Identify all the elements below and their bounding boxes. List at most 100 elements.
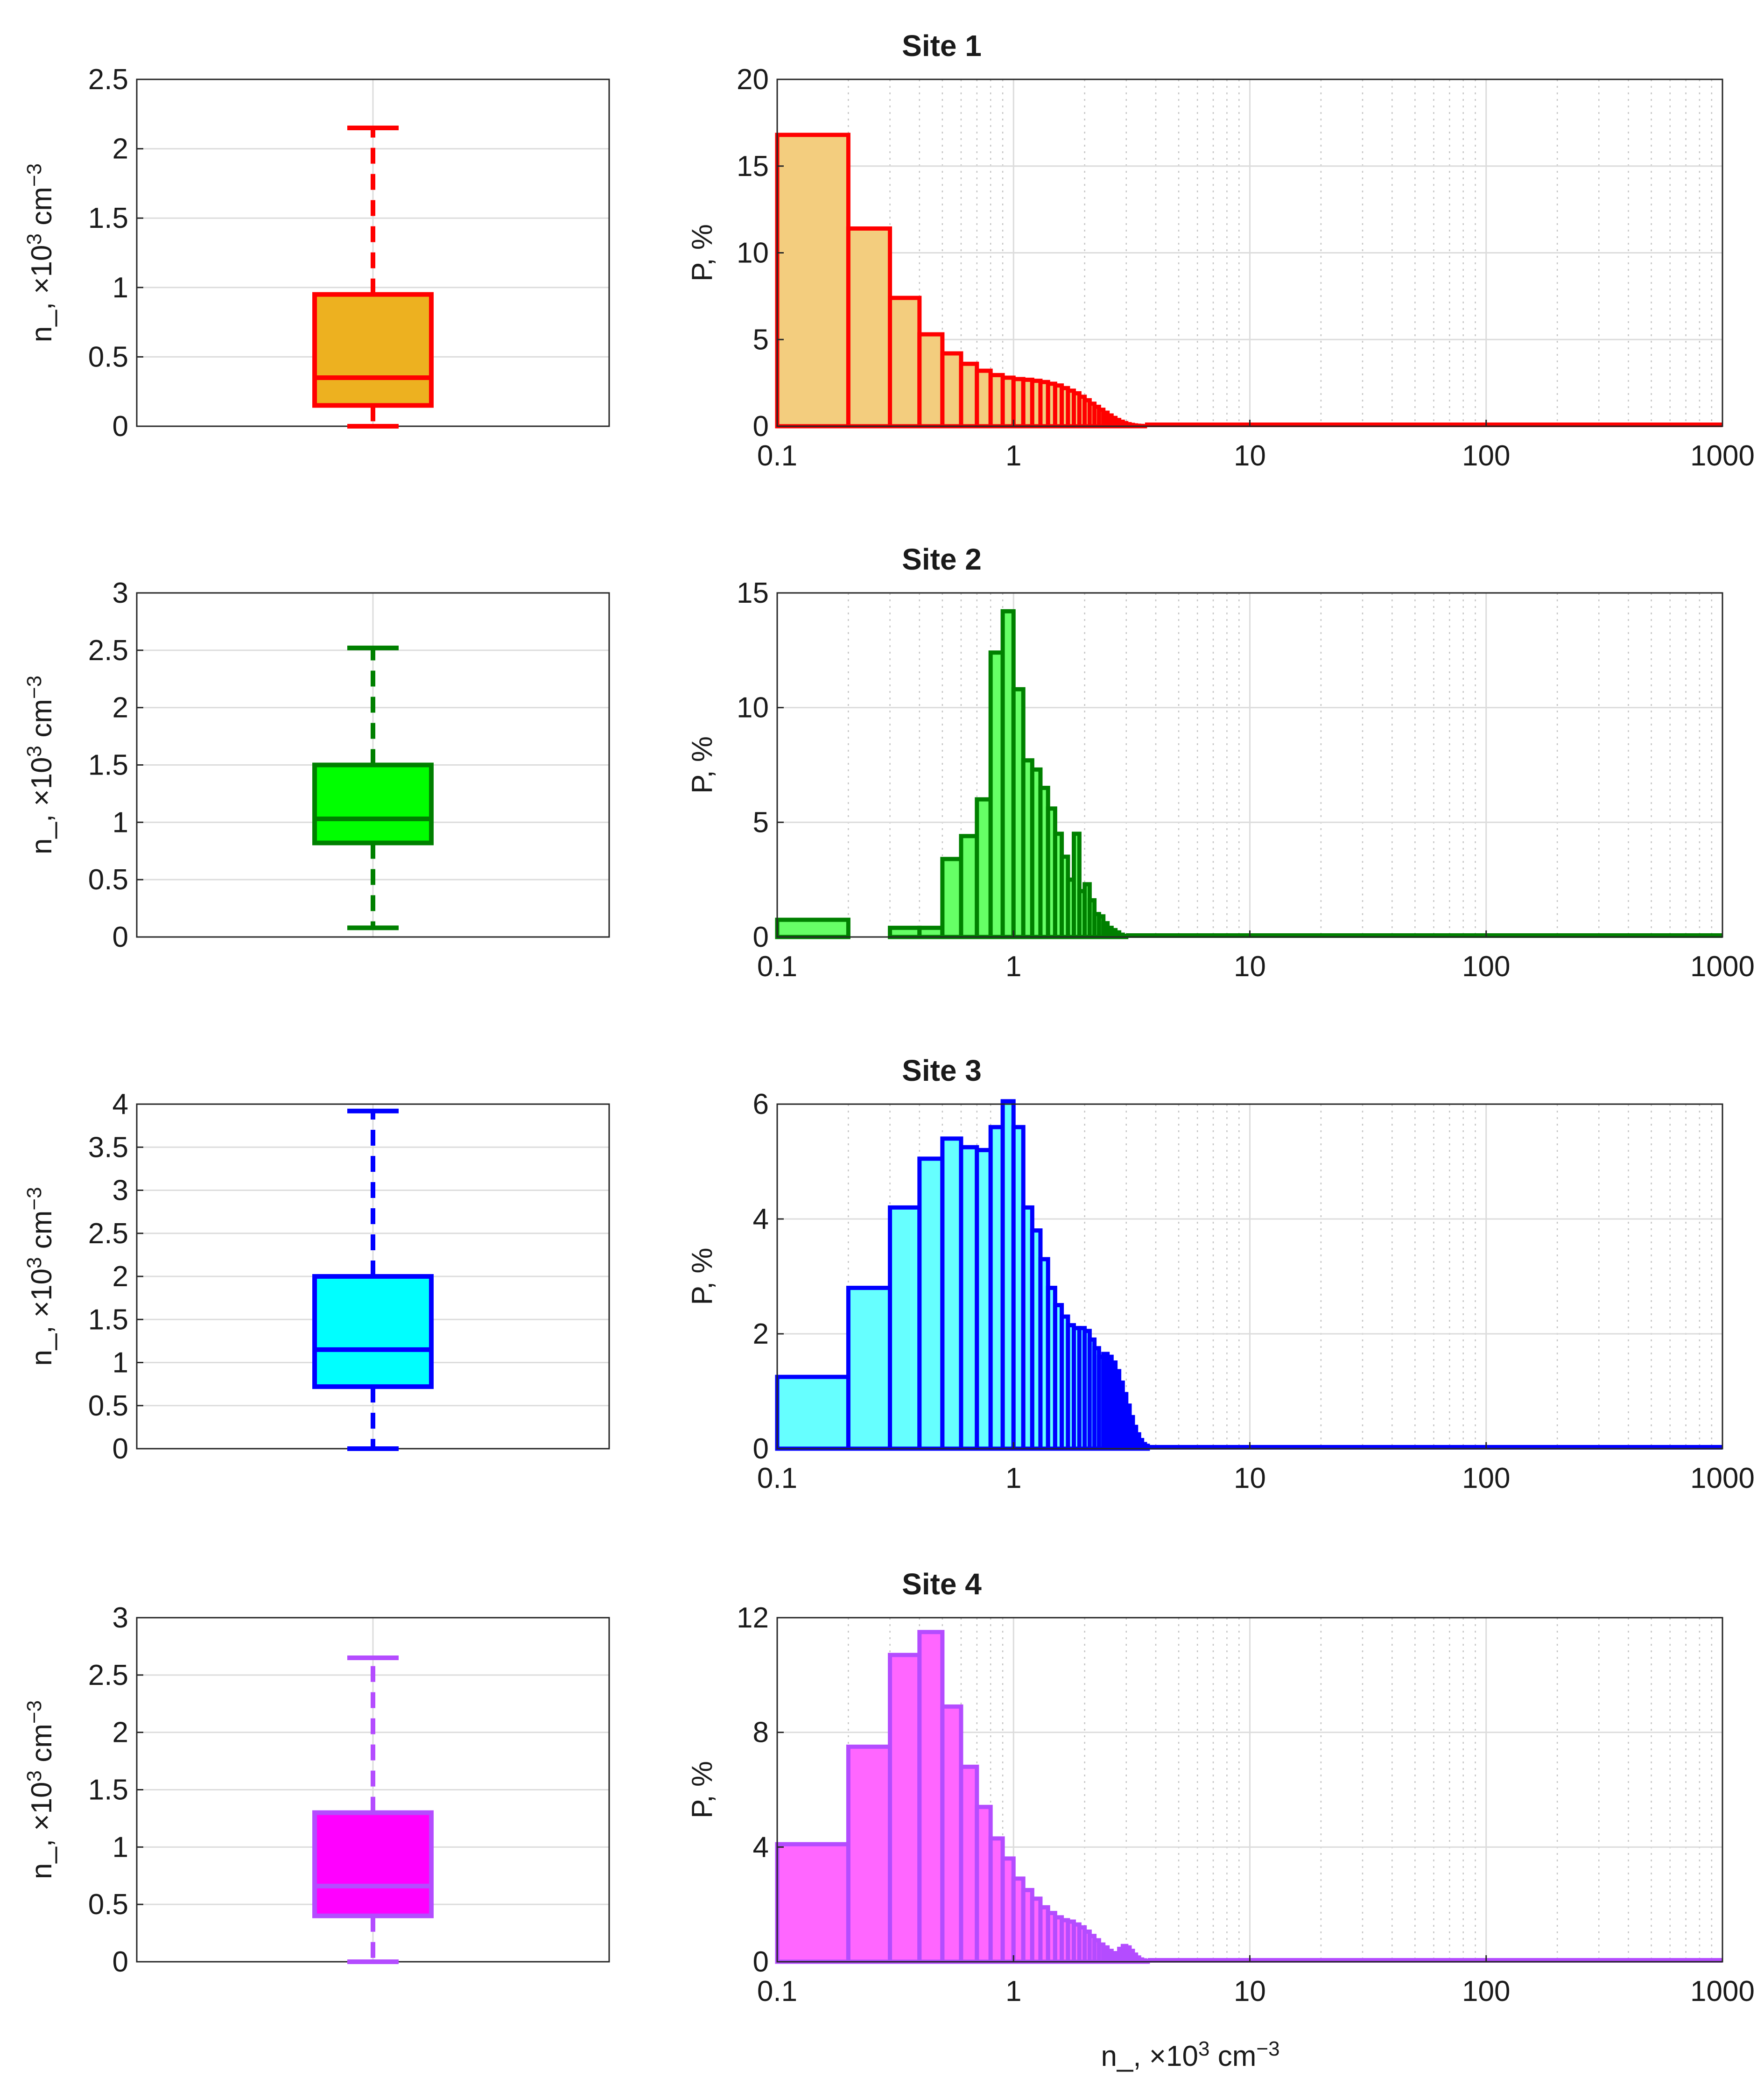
histogram-xtick-label: 1 — [1005, 440, 1021, 472]
boxplot-ytick-label: 1 — [112, 1831, 128, 1863]
histogram-ylabel: P, % — [686, 224, 718, 282]
x-axis-label-exp: 3 — [1198, 2037, 1209, 2060]
boxplot-ytick-label: 0.5 — [88, 1888, 128, 1921]
panel-title: Site 1 — [902, 29, 982, 63]
boxplot-ylabel-part: cm — [26, 699, 58, 746]
histogram-bar — [917, 332, 945, 429]
histogram-ytick-label: 12 — [737, 1602, 769, 1634]
boxplot-panel: 0 0.5 1 1.5 2 2.5 n_, ×103 cm−3 — [23, 63, 610, 443]
boxplot-iqr-box — [312, 292, 434, 408]
histogram-ylabel: P, % — [686, 736, 718, 794]
boxplot-ylabel-part: 3 — [23, 746, 46, 757]
boxplot-ylabel-part: cm — [26, 1211, 58, 1257]
histogram-xtick-label: 1000 — [1690, 1975, 1755, 2008]
boxplot-panel: 00.511.522.53n_, ×103 cm−3 — [23, 1602, 610, 1978]
histogram-bar — [775, 1374, 850, 1451]
boxplot-iqr-box — [312, 1274, 434, 1389]
histogram-bar — [846, 226, 893, 429]
histogram-bar — [888, 296, 922, 429]
histogram-ytick-label: 4 — [753, 1203, 769, 1235]
boxplot-ylabel: n_, ×103 cm−3 — [23, 163, 58, 342]
histogram-ytick-label: 5 — [753, 806, 769, 838]
histogram-bar — [940, 1136, 963, 1451]
panel-title: Site 2 — [902, 542, 982, 576]
x-axis-label-base: n_, ×10 — [1101, 2040, 1198, 2072]
histogram-xtick-label: 100 — [1462, 1462, 1510, 1494]
boxplot-ylabel-part: n_, ×10 — [26, 245, 58, 342]
histogram-xtick-label: 100 — [1462, 951, 1510, 983]
boxplot-ylabel-part: −3 — [23, 163, 46, 187]
boxplot-ylabel-part: cm — [26, 1724, 58, 1770]
boxplot-ytick-label: 2.5 — [88, 63, 128, 96]
histogram-bar — [959, 834, 979, 939]
panel-title: Site 4 — [902, 1567, 982, 1601]
histogram-bar — [775, 1842, 850, 1964]
boxplot-ytick-label: 1 — [112, 806, 128, 838]
histogram-xtick-label: 1 — [1005, 1462, 1021, 1494]
boxplot-ylabel-part: n_, ×10 — [26, 1782, 58, 1879]
histogram-ytick-label: 2 — [753, 1318, 769, 1350]
histogram-bar — [846, 1286, 893, 1451]
histogram-xtick-label: 100 — [1462, 440, 1510, 472]
histogram-ylabel: P, % — [686, 1761, 718, 1818]
x-axis-label-unit-exp: −3 — [1256, 2037, 1279, 2060]
histogram-xtick-label: 0.1 — [757, 951, 797, 983]
histogram-bar — [888, 1205, 922, 1451]
histogram-xtick-label: 10 — [1234, 951, 1266, 983]
boxplot-panel: 00.511.522.533.54n_, ×103 cm−3 — [23, 1088, 610, 1465]
boxplot-ytick-label: 1.5 — [88, 749, 128, 782]
boxplot-ytick-label: 0.5 — [88, 864, 128, 896]
boxplot-ylabel-part: n_, ×10 — [26, 757, 58, 854]
histogram-ytick-label: 10 — [737, 692, 769, 724]
boxplot-ytick-label: 0 — [112, 1946, 128, 1978]
histogram-bar — [917, 925, 945, 939]
histogram-xtick-label: 1 — [1005, 1975, 1021, 2008]
boxplot-ylabel: n_, ×103 cm−3 — [23, 1700, 58, 1879]
boxplot-ytick-label: 3 — [112, 1175, 128, 1207]
histogram-bar — [846, 1744, 893, 1964]
histogram-ytick-label: 10 — [737, 237, 769, 269]
boxplot-ytick-label: 2.5 — [88, 1659, 128, 1691]
boxplot-ytick-label: 3.5 — [88, 1131, 128, 1163]
boxplot-ytick-label: 1.5 — [88, 1303, 128, 1336]
histogram-panel: 0 5 10 15 0.1 1 10 100 1000 P, % Site 2 — [686, 542, 1755, 983]
histogram-bar — [917, 1630, 945, 1964]
panel-title: Site 3 — [902, 1054, 982, 1087]
histogram-ytick-label: 5 — [753, 324, 769, 356]
histogram-ytick-label: 6 — [753, 1088, 769, 1120]
x-axis-label: n_, ×103 cm−3 — [1101, 2037, 1279, 2072]
boxplot-panel: 00.511.522.53n_, ×103 cm−3 — [23, 577, 610, 953]
histogram-bar — [959, 1764, 979, 1964]
boxplot-ytick-label: 2 — [112, 1717, 128, 1749]
histogram-xtick-label: 10 — [1234, 1462, 1266, 1494]
histogram-panel: 0 2 4 6 0.1 1 10 100 1000 P, % Site 3 — [686, 1054, 1755, 1494]
x-axis-label-unit: cm — [1210, 2040, 1257, 2072]
histogram-xtick-label: 0.1 — [757, 1462, 797, 1494]
histogram-xtick-label: 0.1 — [757, 1975, 797, 2008]
histogram-xtick-label: 0.1 — [757, 440, 797, 472]
histogram-xtick-label: 100 — [1462, 1975, 1510, 2008]
histogram-bar — [775, 917, 850, 939]
histogram-xtick-label: 1000 — [1690, 1462, 1755, 1494]
histogram-bar — [940, 1704, 963, 1964]
histogram-panel: 0 5 10 15 20 0.1 1 10 100 1000 P, % Site 1 — [686, 29, 1755, 472]
boxplot-ytick-label: 3 — [112, 577, 128, 609]
boxplot-ytick-label: 1.5 — [88, 202, 128, 234]
histogram-bar — [940, 351, 963, 429]
boxplot-ytick-label: 2.5 — [88, 634, 128, 667]
histogram-xtick-label: 10 — [1234, 1975, 1266, 2008]
histogram-ytick-label: 15 — [737, 150, 769, 183]
histogram-ytick-label: 0 — [753, 1433, 769, 1465]
boxplot-ytick-label: 0.5 — [88, 341, 128, 373]
histogram-xtick-label: 1000 — [1690, 951, 1755, 983]
boxplot-ytick-label: 1 — [112, 1347, 128, 1379]
boxplot-ylabel-part: −3 — [23, 1700, 46, 1724]
histogram-xtick-label: 1 — [1005, 951, 1021, 983]
boxplot-ytick-label: 0 — [112, 1433, 128, 1465]
boxplot-ytick-label: 4 — [112, 1088, 128, 1120]
histogram-ytick-label: 8 — [753, 1717, 769, 1749]
histogram-ytick-label: 0 — [753, 1946, 769, 1978]
histogram-ytick-label: 20 — [737, 63, 769, 96]
boxplot-ytick-label: 2 — [112, 133, 128, 165]
